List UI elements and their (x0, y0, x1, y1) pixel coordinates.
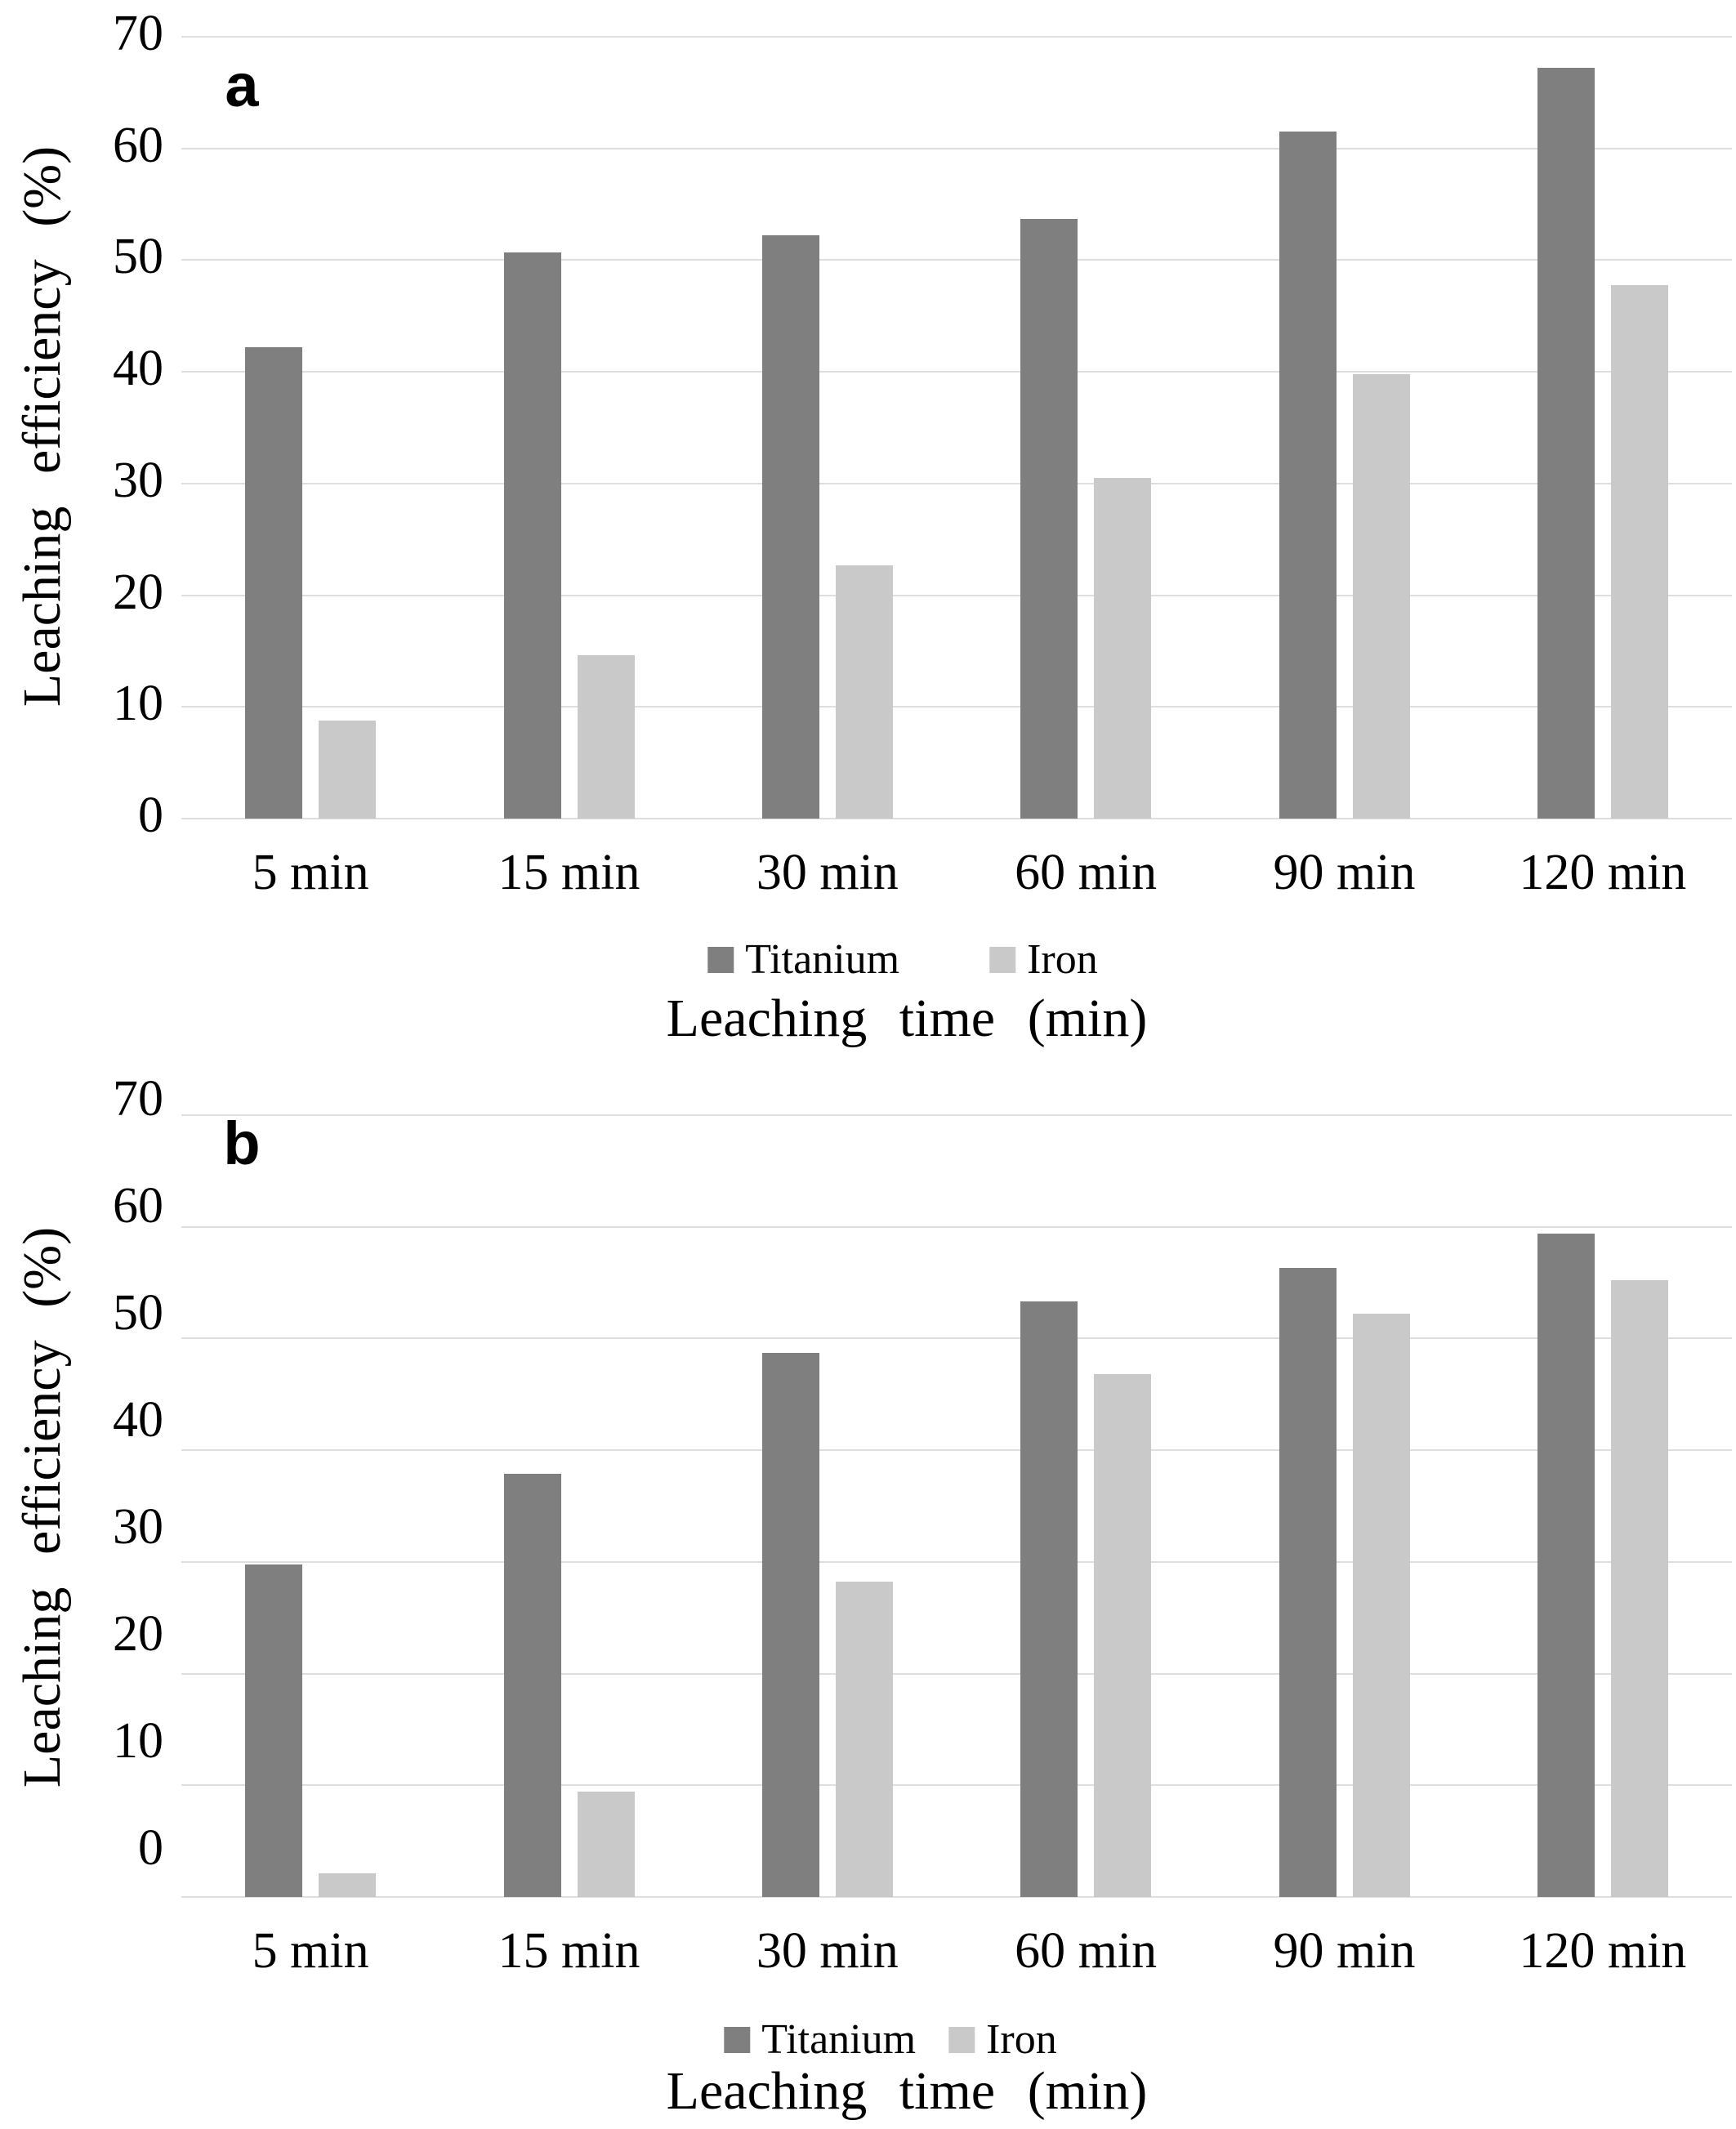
gridline-y-0 (181, 1896, 1732, 1898)
bar-iron-90-min (1352, 373, 1410, 819)
bar-titanium-60-min (1020, 1301, 1078, 1897)
gridline-y-60 (181, 147, 1732, 150)
panel-b-letter: b (223, 1109, 261, 1177)
y-tick-label-50: 50 (113, 229, 163, 285)
category-label-30-min: 30 min (756, 845, 899, 900)
y-tick-label-70: 70 (113, 6, 163, 61)
panel-b-plot-area: 0 10 20 30 40 50 60 70 5 min 15 min 30 min 60 min 90… (113, 1073, 1732, 1976)
bar-iron-30-min (835, 1582, 893, 1897)
category-label-120-min: 120 min (1519, 1923, 1687, 1979)
legend-item-titanium: Titanium (724, 2019, 916, 2061)
y-tick-label-50: 50 (113, 1285, 163, 1341)
legend-swatch-titanium (707, 947, 734, 973)
panel-a-y-axis-title: Leaching efficiency (%) (12, 145, 72, 707)
gridline-y-30 (181, 482, 1732, 484)
gridline-y-10 (181, 706, 1732, 708)
gridline-y-50 (181, 1337, 1732, 1340)
bar-iron-60-min (1094, 478, 1152, 819)
panel-a-plot-area: 0 10 20 30 40 50 60 70 5 min 15 min 30 min 60 min 90… (113, 8, 1732, 898)
bar-iron-5-min (319, 1873, 377, 1897)
bar-iron-90-min (1352, 1314, 1410, 1897)
legend-label-iron: Iron (986, 2016, 1057, 2063)
y-tick-label-10: 10 (113, 1713, 163, 1769)
category-label-5-min: 5 min (252, 1923, 369, 1979)
category-label-60-min: 60 min (1015, 845, 1158, 900)
legend-swatch-titanium (724, 2027, 751, 2053)
bar-iron-120-min (1610, 1280, 1668, 1897)
gridline-y-30 (181, 1560, 1732, 1563)
legend-swatch-iron (989, 947, 1016, 973)
category-label-90-min: 90 min (1273, 1923, 1416, 1979)
panel-a-x-axis-title: Leaching time (min) (666, 989, 1148, 1048)
y-tick-label-30: 30 (113, 1499, 163, 1555)
bar-titanium-15-min (503, 1473, 561, 1897)
bar-iron-5-min (319, 720, 377, 819)
gridline-y-10 (181, 1784, 1732, 1787)
legend-item-titanium: Titanium (707, 939, 899, 981)
bar-iron-30-min (835, 565, 893, 819)
panel-a-letter: a (225, 51, 259, 119)
category-label-30-min: 30 min (756, 1923, 899, 1979)
bar-titanium-120-min (1537, 68, 1595, 819)
category-label-15-min: 15 min (498, 845, 640, 900)
bar-titanium-120-min (1537, 1233, 1595, 1897)
gridline-y-20 (181, 1672, 1732, 1675)
bar-iron-15-min (577, 655, 635, 819)
gridline-y-0 (181, 818, 1732, 819)
category-label-60-min: 60 min (1015, 1923, 1158, 1979)
legend-label-titanium: Titanium (745, 936, 900, 983)
legend-item-iron: Iron (989, 939, 1098, 981)
bar-titanium-90-min (1279, 132, 1337, 819)
y-tick-label-0: 0 (138, 788, 163, 843)
gridline-y-70 (181, 1114, 1732, 1116)
legend-label-iron: Iron (1027, 936, 1098, 983)
bar-iron-60-min (1094, 1374, 1152, 1897)
y-tick-label-20: 20 (113, 564, 163, 620)
category-label-90-min: 90 min (1273, 845, 1416, 900)
legend-label-titanium: Titanium (761, 2016, 917, 2063)
y-tick-label-40: 40 (113, 1392, 163, 1448)
bar-titanium-5-min (245, 1564, 303, 1897)
legend-swatch-iron (948, 2027, 975, 2053)
bar-titanium-15-min (503, 252, 561, 819)
y-tick-label-0: 0 (138, 1820, 163, 1876)
y-tick-label-10: 10 (113, 676, 163, 732)
legend-item-iron: Iron (948, 2019, 1057, 2061)
gridline-y-60 (181, 1225, 1732, 1228)
bar-titanium-60-min (1020, 218, 1078, 819)
bar-iron-15-min (577, 1792, 635, 1897)
bar-iron-120-min (1610, 284, 1668, 819)
y-tick-label-60: 60 (113, 1178, 163, 1234)
gridline-y-20 (181, 594, 1732, 596)
category-label-120-min: 120 min (1519, 845, 1687, 900)
panel-b-legend: Titanium Iron (724, 2019, 1057, 2061)
gridline-y-50 (181, 259, 1732, 261)
bar-titanium-5-min (245, 347, 303, 819)
panel-b-x-axis-title: Leaching time (min) (666, 2061, 1148, 2121)
panel-a-legend: Titanium Iron (707, 939, 1098, 981)
bar-titanium-90-min (1279, 1268, 1337, 1897)
gridline-y-40 (181, 1449, 1732, 1452)
gridline-y-70 (181, 36, 1732, 38)
y-tick-label-60: 60 (113, 117, 163, 173)
y-tick-label-20: 20 (113, 1606, 163, 1662)
gridline-y-40 (181, 371, 1732, 373)
bar-titanium-30-min (761, 1353, 819, 1897)
bar-titanium-30-min (761, 235, 819, 819)
y-tick-label-30: 30 (113, 452, 163, 508)
y-tick-label-70: 70 (113, 1071, 163, 1127)
category-label-5-min: 5 min (252, 845, 369, 900)
y-tick-label-40: 40 (113, 341, 163, 397)
category-label-15-min: 15 min (498, 1923, 640, 1979)
